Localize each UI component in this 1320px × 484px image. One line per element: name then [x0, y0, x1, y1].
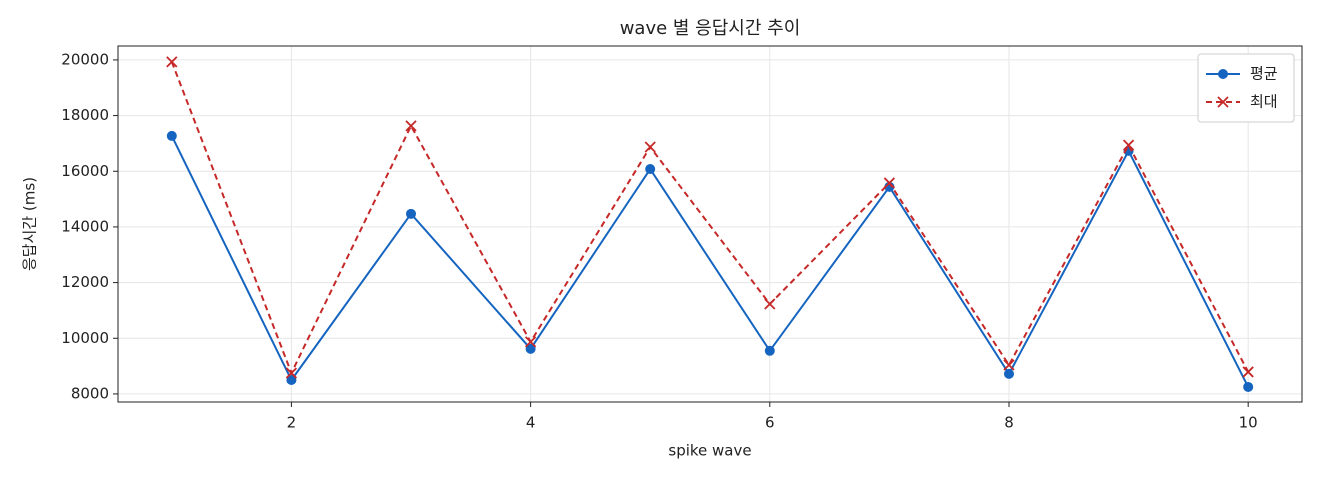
- x-axis-label: spike wave: [668, 442, 751, 460]
- y-tick-label: 16000: [61, 162, 109, 180]
- point: [764, 345, 775, 356]
- plot-frame: [117, 45, 1303, 403]
- point: [524, 336, 537, 348]
- point: [644, 141, 656, 153]
- point: [1122, 139, 1135, 151]
- legend-label: 평균: [1250, 65, 1278, 83]
- y-tick-label: 8000: [71, 384, 109, 402]
- point: [166, 56, 178, 68]
- chart-title: wave 별 응답시간 추이: [620, 18, 801, 39]
- point: [645, 164, 656, 175]
- legend-label: 최대: [1250, 93, 1278, 111]
- point: [405, 120, 417, 132]
- x-tick-label: 8: [1004, 414, 1014, 432]
- series-line: [170, 61, 1250, 376]
- y-tick-label: 18000: [61, 106, 109, 124]
- point: [764, 298, 776, 310]
- y-axis-label: 응답시간 (ms): [21, 177, 39, 271]
- legend-frame: [1197, 53, 1295, 123]
- y-tick-label: 12000: [61, 273, 109, 291]
- point: [883, 177, 896, 189]
- legend-marker: [1217, 96, 1229, 108]
- point: [285, 367, 298, 379]
- point: [1243, 381, 1254, 392]
- x-tick-label: 10: [1239, 414, 1258, 432]
- x-tick-label: 6: [765, 414, 775, 432]
- x-tick-label: 2: [287, 414, 297, 432]
- point: [1003, 368, 1014, 379]
- series-line: [170, 135, 1250, 388]
- x-tick-label: 4: [526, 414, 536, 432]
- point: [525, 343, 536, 354]
- y-tick-label: 10000: [61, 329, 109, 347]
- point: [1242, 366, 1254, 378]
- legend-marker: [1218, 69, 1228, 79]
- point: [1003, 359, 1015, 371]
- y-tick-label: 20000: [61, 50, 109, 68]
- point: [286, 375, 297, 386]
- y-tick-label: 14000: [61, 217, 109, 235]
- point: [406, 208, 417, 219]
- point: [166, 130, 177, 141]
